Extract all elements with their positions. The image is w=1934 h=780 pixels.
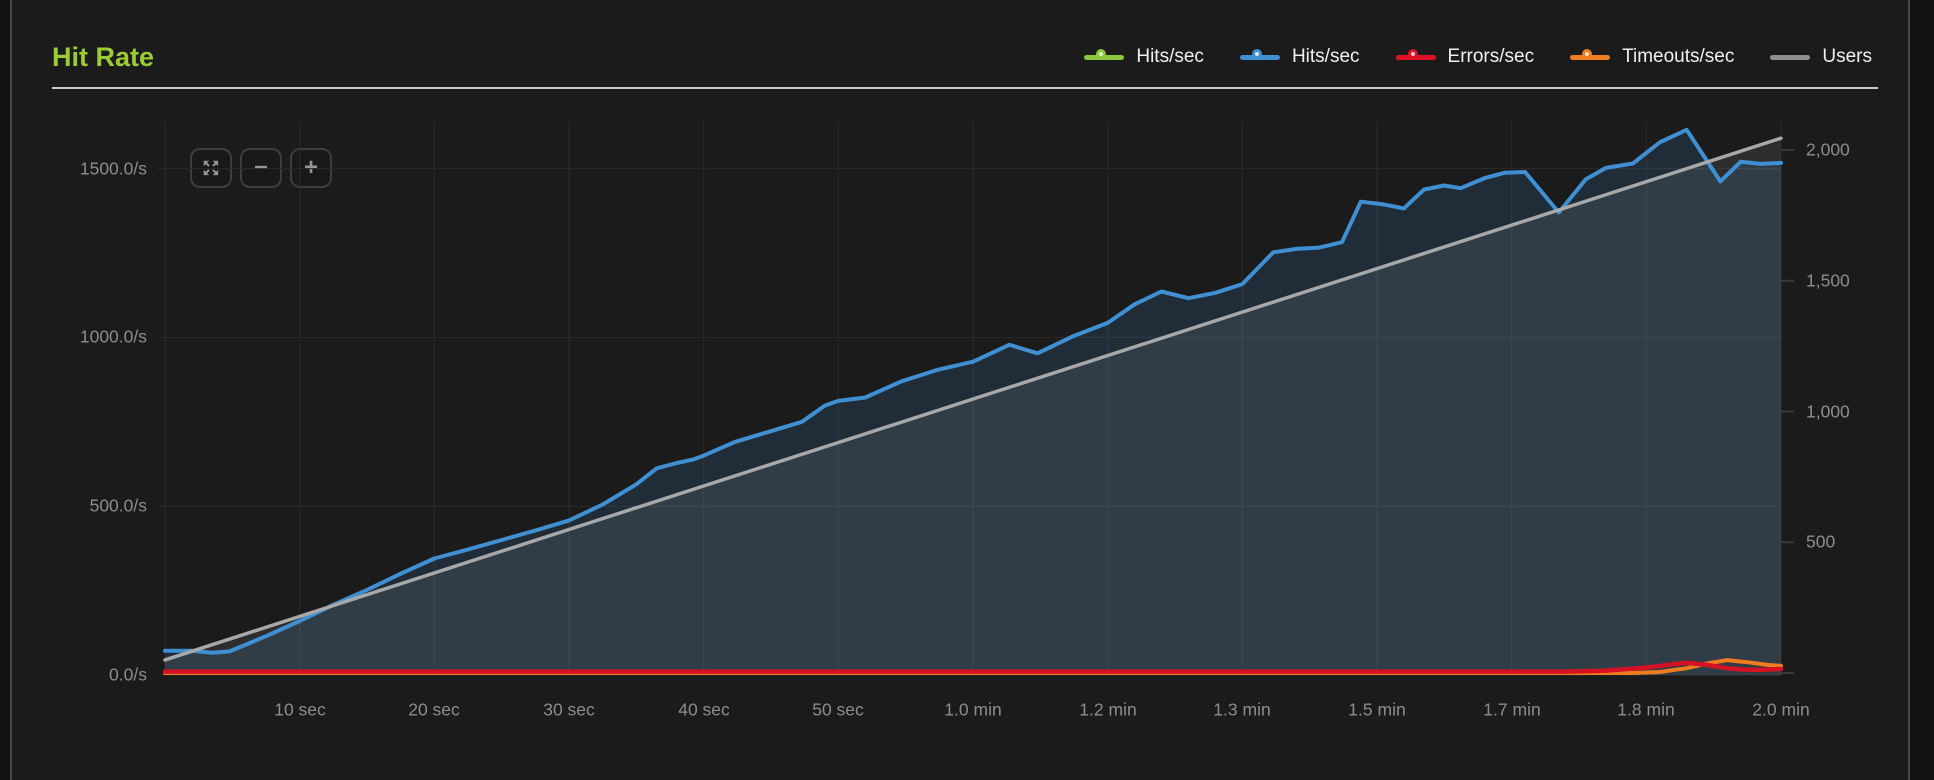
series-line-errors-sec <box>162 660 1784 674</box>
left-axis-tick-label: 0.0/s <box>109 664 147 685</box>
legend-marker-icon <box>1239 48 1280 66</box>
right-axis-tick-label: 2,000 <box>1806 139 1850 160</box>
x-axis-tick-label: 1.0 min <box>944 699 1002 720</box>
x-axis-tick-label: 50 sec <box>812 699 864 720</box>
header-separator <box>52 87 1878 89</box>
legend-marker-dot <box>1251 49 1262 59</box>
left-axis-tick-label: 1000.0/s <box>79 326 147 347</box>
right-axis-tick-label: 1,000 <box>1806 401 1850 422</box>
right-axis-tick-label: 1,500 <box>1806 270 1850 291</box>
x-axis-tick-label: 40 sec <box>678 699 730 720</box>
x-axis-tick-label: 1.7 min <box>1483 699 1541 720</box>
chart-legend: Hits/sec Hits/sec Errors/sec Timeouts/se… <box>1084 40 1872 74</box>
legend-item-hits-sec[interactable]: Hits/sec <box>1084 47 1204 67</box>
series-line-hits-sec <box>163 127 1783 655</box>
left-axis-tick-label: 500.0/s <box>89 495 147 516</box>
panel-left-border <box>10 0 12 780</box>
legend-marker-icon <box>1770 48 1811 66</box>
legend-item-users[interactable]: Users <box>1770 47 1872 67</box>
legend-marker-icon <box>1570 48 1611 66</box>
x-axis-tick-label: 2.0 min <box>1752 699 1810 720</box>
legend-item-label: Hits/sec <box>1136 46 1204 67</box>
fullscreen-icon <box>203 160 219 176</box>
x-axis-tick-label: 1.3 min <box>1213 699 1271 720</box>
minus-icon: − <box>253 154 268 181</box>
panel-background <box>12 0 1908 780</box>
legend-item-timeouts-sec[interactable]: Timeouts/sec <box>1570 47 1734 67</box>
chart-zoom-controls: − + <box>190 148 332 188</box>
x-axis-tick-label: 1.8 min <box>1617 699 1675 720</box>
legend-item-errors-sec[interactable]: Errors/sec <box>1395 46 1535 67</box>
legend-marker-icon <box>1395 48 1436 66</box>
plus-icon: + <box>303 154 318 181</box>
legend-marker-icon <box>1084 48 1125 66</box>
left-axis-tick-label: 1500.0/s <box>79 158 147 179</box>
plot-canvas[interactable] <box>157 112 1794 676</box>
x-axis-tick-label: 20 sec <box>408 699 460 720</box>
fullscreen-button[interactable] <box>190 148 232 188</box>
series-line-users <box>163 136 1783 662</box>
x-axis-tick-label: 10 sec <box>274 699 326 720</box>
zoom-out-button[interactable]: − <box>240 148 282 188</box>
series-fill-users <box>165 138 1781 675</box>
legend-item-label: Timeouts/sec <box>1622 46 1735 67</box>
legend-marker-dot <box>1096 49 1107 59</box>
legend-item-label: Errors/sec <box>1447 46 1535 67</box>
legend-item-label: Hits/sec <box>1291 46 1360 67</box>
legend-item-hits-sec[interactable]: Hits/sec <box>1239 46 1360 67</box>
panel-right-border <box>1908 0 1910 780</box>
x-axis-tick-label: 30 sec <box>543 699 595 720</box>
x-axis-tick-label: 1.2 min <box>1079 699 1137 720</box>
series-fill-hits-sec <box>165 129 1781 676</box>
legend-item-label: Users <box>1822 46 1872 67</box>
legend-marker-dot <box>1407 49 1418 59</box>
x-axis-tick-label: 1.5 min <box>1348 699 1406 720</box>
page-title: Hit Rate <box>52 42 155 72</box>
legend-marker-dot <box>1582 49 1593 59</box>
zoom-in-button[interactable]: + <box>290 148 332 188</box>
right-axis-tick-label: 500 <box>1806 531 1836 552</box>
